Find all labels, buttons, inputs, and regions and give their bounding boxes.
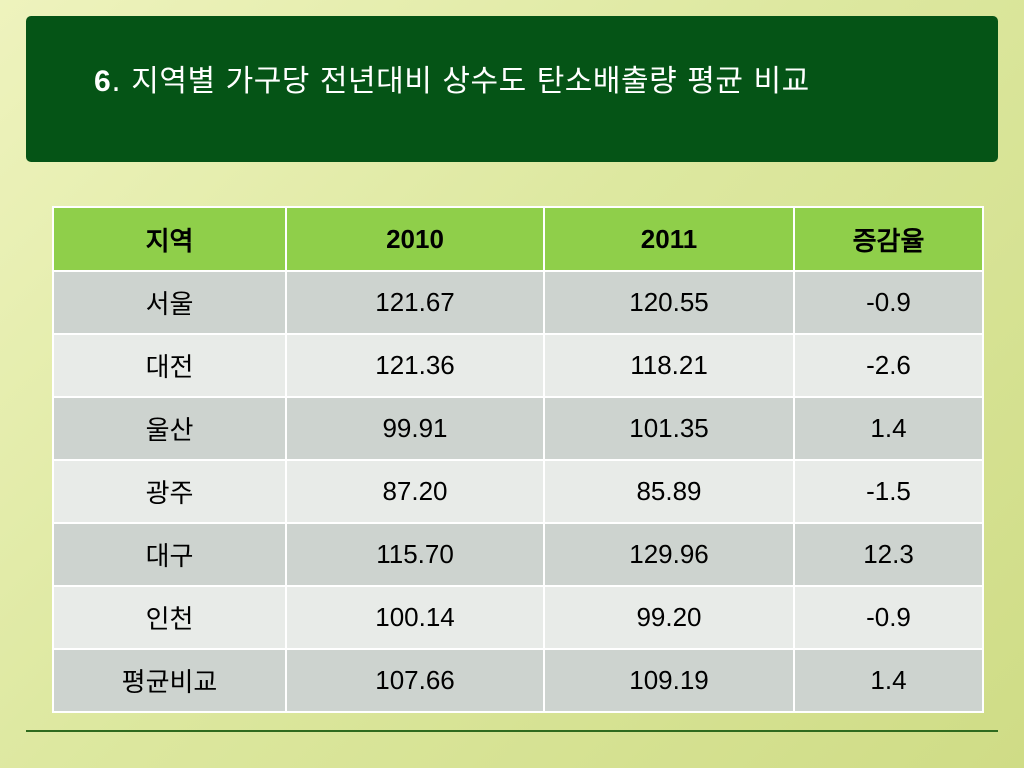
header-change-rate: 증감율	[793, 206, 984, 272]
cell-2010: 121.36	[285, 333, 545, 398]
table-header-row: 지역 2010 2011 증감율	[52, 206, 984, 272]
title-bar	[26, 16, 998, 162]
cell-2010: 100.14	[285, 585, 545, 650]
cell-2011: 109.19	[543, 648, 795, 713]
table-row: 대구 115.70 129.96 12.3	[52, 522, 984, 587]
table-row: 서울 121.67 120.55 -0.9	[52, 270, 984, 335]
cell-2010: 121.67	[285, 270, 545, 335]
cell-region: 대전	[52, 333, 287, 398]
cell-change-rate: -0.9	[793, 585, 984, 650]
cell-region: 울산	[52, 396, 287, 461]
bottom-divider	[26, 730, 998, 732]
header-2011: 2011	[543, 206, 795, 272]
table-row: 인천 100.14 99.20 -0.9	[52, 585, 984, 650]
cell-2011: 99.20	[543, 585, 795, 650]
cell-region: 광주	[52, 459, 287, 524]
cell-2011: 120.55	[543, 270, 795, 335]
table-row: 광주 87.20 85.89 -1.5	[52, 459, 984, 524]
cell-region: 평균비교	[52, 648, 287, 713]
cell-region: 인천	[52, 585, 287, 650]
header-region: 지역	[52, 206, 287, 272]
cell-region: 대구	[52, 522, 287, 587]
cell-2011: 85.89	[543, 459, 795, 524]
cell-change-rate: 1.4	[793, 648, 984, 713]
cell-2010: 115.70	[285, 522, 545, 587]
cell-2010: 99.91	[285, 396, 545, 461]
slide-title: 6. 지역별 가구당 전년대비 상수도 탄소배출량 평균 비교	[94, 56, 810, 100]
data-table: 지역 2010 2011 증감율 서울 121.67 120.55 -0.9 대…	[52, 206, 984, 713]
cell-change-rate: -0.9	[793, 270, 984, 335]
cell-change-rate: 12.3	[793, 522, 984, 587]
cell-change-rate: -2.6	[793, 333, 984, 398]
slide-title-number: 6	[94, 65, 112, 98]
cell-2011: 129.96	[543, 522, 795, 587]
cell-2010: 87.20	[285, 459, 545, 524]
cell-2011: 118.21	[543, 333, 795, 398]
cell-2011: 101.35	[543, 396, 795, 461]
table-row: 평균비교 107.66 109.19 1.4	[52, 648, 984, 713]
cell-change-rate: 1.4	[793, 396, 984, 461]
table-row: 대전 121.36 118.21 -2.6	[52, 333, 984, 398]
cell-region: 서울	[52, 270, 287, 335]
slide-title-text: . 지역별 가구당 전년대비 상수도 탄소배출량 평균 비교	[111, 64, 810, 99]
cell-2010: 107.66	[285, 648, 545, 713]
header-2010: 2010	[285, 206, 545, 272]
table-row: 울산 99.91 101.35 1.4	[52, 396, 984, 461]
cell-change-rate: -1.5	[793, 459, 984, 524]
